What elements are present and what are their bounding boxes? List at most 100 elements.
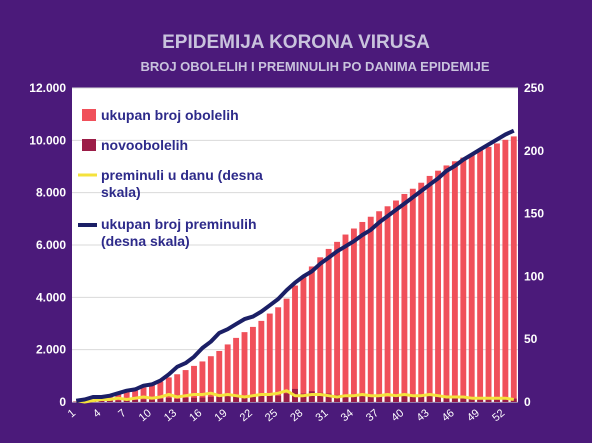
left-axis: 0 2.000 4.000 6.000 8.000 10.000 12.000: [29, 81, 66, 409]
y-right-tick-label: 0: [524, 395, 531, 409]
bar-new-cases: [418, 395, 425, 402]
bar-total-cases: [292, 285, 298, 402]
bar-total-cases: [485, 146, 492, 402]
bar-total-cases: [275, 307, 282, 402]
bar-new-cases: [426, 395, 433, 402]
bar-new-cases: [494, 398, 500, 402]
bar-total-cases: [317, 257, 324, 402]
bar-new-cases: [106, 400, 113, 402]
bar-total-cases: [191, 365, 197, 402]
bar-new-cases: [460, 398, 467, 402]
bar-new-cases: [283, 393, 290, 402]
y-left-tick-label: 4.000: [36, 290, 66, 304]
bar-new-cases: [477, 398, 484, 402]
bar-new-cases: [199, 397, 206, 402]
bar-new-cases: [308, 391, 315, 402]
bar-total-cases: [359, 221, 366, 402]
bar-total-cases: [249, 326, 256, 402]
bar-total-cases: [266, 313, 273, 402]
bar-total-cases: [443, 165, 450, 402]
bar-total-cases: [165, 377, 172, 402]
bar-new-cases: [401, 395, 408, 402]
bar-total-cases: [409, 188, 416, 402]
bar-total-cases: [224, 344, 231, 402]
bar-new-cases: [443, 396, 450, 402]
bar-new-cases: [451, 397, 458, 402]
bar-new-cases: [132, 399, 139, 402]
bar-new-cases: [350, 395, 357, 402]
bar-new-cases: [241, 396, 248, 402]
bar-new-cases: [174, 398, 181, 402]
bar-new-cases: [207, 396, 214, 402]
bar-new-cases: [224, 395, 231, 402]
bar-new-cases: [182, 397, 189, 402]
bar-total-cases: [477, 150, 484, 402]
bar-new-cases: [367, 396, 374, 402]
lines-layer: [75, 128, 515, 404]
bar-new-cases: [123, 400, 130, 402]
bar-new-cases: [435, 396, 442, 402]
bar-total-cases: [401, 193, 408, 402]
bar-new-cases: [258, 395, 265, 402]
bar-total-cases: [367, 216, 374, 402]
legend-label-total-deaths-1: ukupan broj preminulih: [101, 216, 257, 232]
bar-new-cases: [342, 394, 349, 402]
legend-label-total-cases: ukupan broj obolelih: [101, 107, 239, 123]
bar-new-cases: [325, 393, 332, 402]
bars-total-cases: [73, 136, 517, 403]
bar-new-cases: [140, 399, 147, 402]
legend-swatch-new-cases: [82, 139, 96, 151]
bar-total-cases: [283, 298, 290, 402]
bar-total-cases: [502, 139, 509, 402]
bar-total-cases: [182, 370, 189, 402]
y-left-tick-label: 12.000: [29, 81, 66, 95]
bar-new-cases: [376, 396, 383, 402]
bar-total-cases: [350, 228, 357, 402]
bar-new-cases: [233, 395, 240, 402]
bar-total-cases: [342, 234, 349, 402]
bar-total-cases: [460, 157, 467, 402]
bar-new-cases: [98, 400, 105, 402]
right-axis: 0 50 100 150 200 250: [524, 81, 544, 409]
legend-label-new-cases: novoobolelih: [101, 137, 188, 153]
bar-new-cases: [300, 393, 307, 402]
bar-total-cases: [468, 153, 475, 402]
bar-total-cases: [300, 277, 307, 402]
bar-new-cases: [115, 400, 122, 402]
bar-new-cases: [317, 392, 324, 402]
bar-total-cases: [451, 161, 458, 402]
bar-total-cases: [140, 387, 147, 402]
bar-new-cases: [468, 398, 475, 402]
bar-total-cases: [241, 332, 248, 402]
bar-total-cases: [157, 381, 164, 402]
legend-swatch-total-cases: [82, 109, 96, 121]
bar-total-cases: [174, 374, 181, 402]
bar-new-cases: [266, 394, 273, 402]
bar-total-cases: [435, 170, 442, 402]
chart-subtitle: BROJ OBOLELIH I PREMINULIH PO DANIMA EPI…: [140, 59, 489, 74]
y-left-tick-label: 10.000: [29, 133, 66, 147]
bar-total-cases: [418, 182, 425, 402]
bar-total-cases: [384, 206, 391, 402]
bar-total-cases: [148, 384, 155, 402]
bar-new-cases: [502, 398, 509, 402]
bar-total-cases: [216, 350, 223, 402]
bar-new-cases: [191, 397, 197, 402]
bar-total-cases: [325, 248, 332, 402]
bar-total-cases: [233, 337, 240, 402]
bar-total-cases: [393, 200, 399, 402]
bar-new-cases: [148, 399, 155, 402]
y-left-tick-label: 8.000: [36, 186, 66, 200]
y-left-tick-label: 0: [59, 395, 66, 409]
y-right-tick-label: 150: [524, 207, 544, 221]
legend-label-daily-deaths-2: skala): [101, 184, 141, 200]
bar-new-cases: [409, 396, 416, 402]
bar-total-cases: [199, 361, 206, 402]
bar-new-cases: [165, 397, 172, 402]
bar-new-cases: [384, 397, 391, 402]
line-total-deaths: [75, 128, 515, 403]
bar-total-cases: [123, 392, 130, 402]
bar-new-cases: [216, 396, 223, 402]
bar-total-cases: [132, 390, 139, 402]
